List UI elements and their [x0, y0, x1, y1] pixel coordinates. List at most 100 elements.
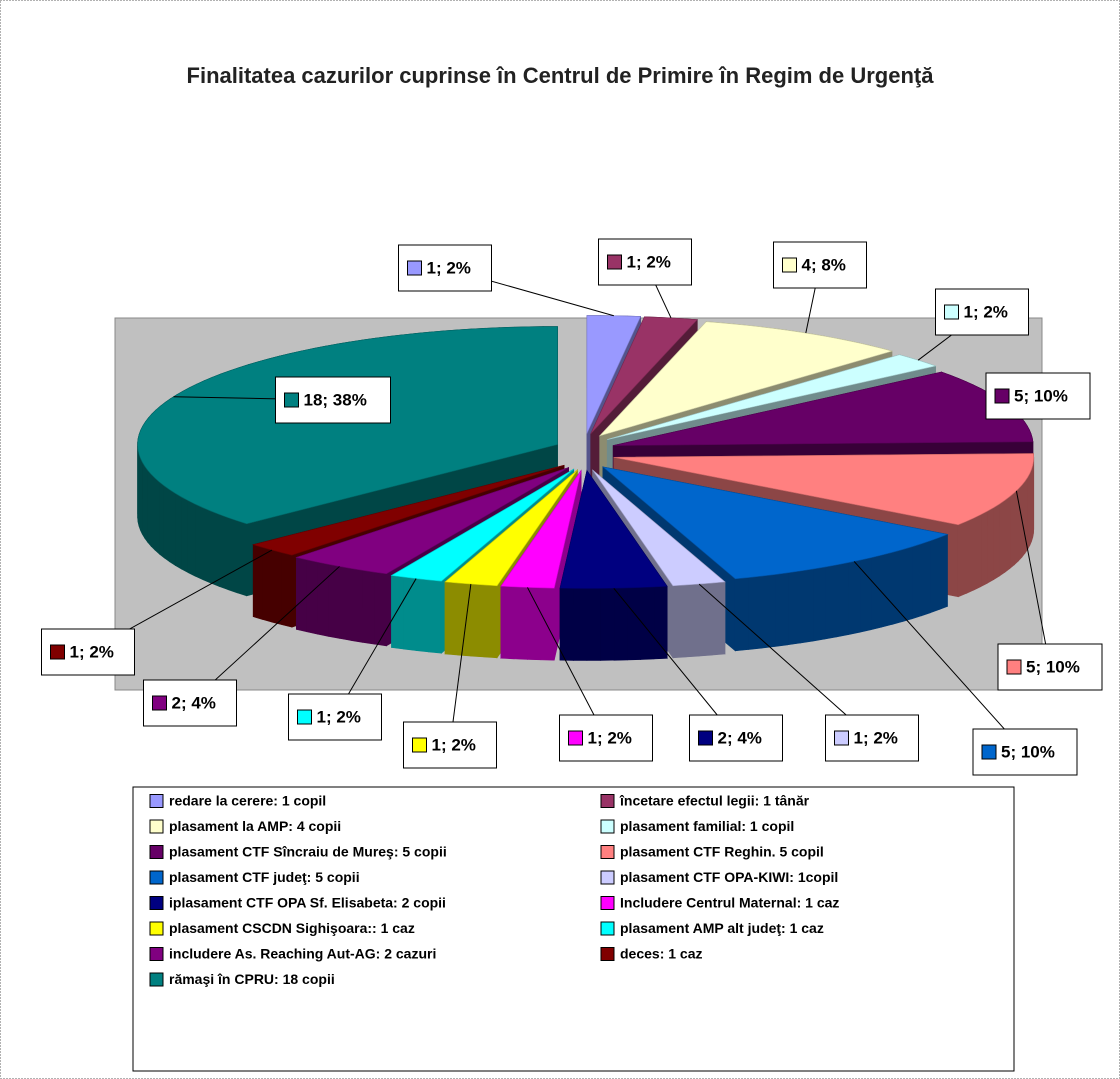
legend-key — [149, 896, 164, 910]
label-key — [412, 737, 427, 753]
label-key — [152, 695, 167, 711]
data-label: 5; 10% — [1014, 386, 1068, 405]
slice-top — [601, 466, 949, 580]
legend-label: deces: 1 caz — [620, 946, 703, 962]
slice-side — [824, 564, 838, 640]
data-label: 1; 2% — [427, 258, 471, 277]
data-label: 1; 2% — [70, 642, 114, 661]
label-key — [981, 744, 997, 760]
slice-top — [607, 354, 937, 440]
label-key — [944, 304, 959, 320]
slice-side — [626, 587, 641, 661]
slice-side — [1004, 495, 1011, 573]
slice-side — [181, 496, 189, 574]
label-key — [782, 257, 797, 273]
legend — [132, 786, 1015, 1072]
legend-key — [149, 947, 164, 961]
label-key — [834, 730, 849, 746]
slice-side — [957, 521, 967, 598]
slice-side — [999, 499, 1006, 577]
slice-side — [415, 578, 429, 653]
slice-side — [147, 469, 152, 548]
slice-top — [252, 465, 565, 556]
slice-side — [144, 465, 149, 544]
slice-side — [774, 572, 789, 647]
slice-side — [559, 587, 574, 661]
slice-side — [653, 586, 668, 660]
slice-side — [362, 570, 375, 645]
legend-label: Includere Centrul Maternal: 1 caz — [620, 895, 839, 911]
leader-line — [613, 587, 737, 739]
slice-side — [470, 583, 485, 658]
legend-key — [600, 921, 615, 936]
slice-top — [444, 469, 578, 587]
legend-label: plasament CTF judeţ: 5 copii — [169, 869, 360, 885]
data-label: 4; 8% — [802, 255, 846, 274]
slice-side — [306, 559, 318, 635]
slice-side — [350, 568, 363, 643]
label-key — [1006, 659, 1022, 675]
label-key — [297, 709, 312, 725]
data-label: 2; 4% — [172, 693, 216, 712]
slice-side — [281, 552, 293, 628]
slice-side — [685, 583, 700, 658]
data-label: 1; 2% — [627, 252, 671, 271]
pie-slice — [500, 469, 582, 661]
slice-side — [483, 584, 498, 659]
slice-side — [195, 503, 204, 581]
legend-label: plasament la AMP: 4 copii — [169, 818, 341, 834]
data-label: 1; 2% — [432, 735, 476, 754]
slice-side — [374, 571, 387, 647]
legend-label: plasament CTF OPA-KIWI: 1copil — [620, 869, 838, 885]
leader-line — [853, 561, 1026, 753]
slice-side — [444, 581, 459, 656]
legend-label: plasament familial: 1 copil — [620, 818, 794, 834]
slice-side — [870, 554, 882, 631]
chart-title: Finalitatea cazurilor cuprinse în Centru… — [186, 63, 934, 88]
slice-side — [236, 520, 247, 597]
slice-side — [993, 503, 1000, 581]
slice-side — [159, 481, 165, 559]
slice-side — [527, 587, 542, 661]
slice-side — [339, 566, 352, 641]
slice-side — [901, 546, 913, 623]
slice-side — [848, 559, 861, 635]
slice-side — [227, 517, 238, 594]
slice-side — [154, 477, 160, 555]
slice-side — [150, 473, 156, 551]
data-label: 1; 2% — [854, 728, 898, 747]
legend-label: iplasament CTF OPA Sf. Elisabeta: 2 copi… — [169, 895, 446, 911]
slice-side — [836, 562, 849, 638]
legend-key — [149, 819, 164, 834]
legend-label: redare la cerere: 1 copil — [169, 793, 326, 809]
slice-side — [296, 557, 308, 633]
legend-key — [600, 794, 615, 808]
slice-side — [812, 566, 826, 642]
legend-key — [600, 870, 615, 885]
legend-label: plasament CTF Sîncraiu de Mureş: 5 copii — [169, 844, 447, 860]
slice-top — [613, 453, 1035, 526]
legend-key — [149, 972, 164, 987]
slice-side — [428, 579, 442, 654]
label-key — [994, 388, 1010, 404]
slice-side — [930, 537, 940, 614]
slice-side — [938, 533, 948, 611]
leader-line — [449, 584, 472, 746]
slice-side — [761, 574, 776, 649]
leader-line — [1015, 490, 1051, 668]
label-key — [698, 730, 713, 746]
slice-side — [800, 568, 814, 644]
data-label: 1; 2% — [964, 302, 1008, 321]
slice-side — [787, 570, 801, 646]
legend-label: încetare efectul legii: 1 tânăr — [619, 793, 810, 809]
legend-key — [149, 921, 164, 936]
leader-line — [698, 583, 873, 739]
legend-key — [600, 896, 615, 910]
slice-side — [980, 510, 988, 588]
label-key — [284, 392, 299, 408]
legend-label: includere As. Reaching Aut-AG: 2 cazuri — [169, 946, 436, 962]
slice-side — [921, 540, 931, 617]
data-label: 5; 10% — [1001, 742, 1055, 761]
